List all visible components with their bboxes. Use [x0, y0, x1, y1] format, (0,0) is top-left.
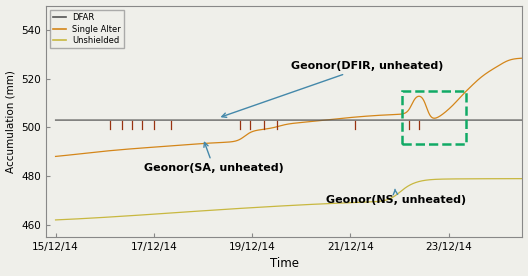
- Text: Geonor(DFIR, unheated): Geonor(DFIR, unheated): [222, 61, 444, 117]
- X-axis label: Time: Time: [270, 258, 298, 270]
- Legend: DFAR, Single Alter, Unshielded: DFAR, Single Alter, Unshielded: [50, 10, 125, 48]
- Bar: [402, 91, 466, 144]
- Text: Geonor(SA, unheated): Geonor(SA, unheated): [144, 142, 284, 173]
- Text: Geonor(NS, unheated): Geonor(NS, unheated): [326, 189, 466, 205]
- Y-axis label: Accumulation (mm): Accumulation (mm): [6, 70, 15, 173]
